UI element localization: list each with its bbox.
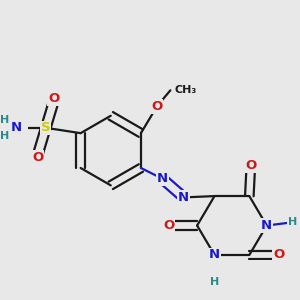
Text: N: N (209, 248, 220, 262)
Text: N: N (11, 121, 22, 134)
Text: O: O (48, 92, 59, 105)
Text: H: H (287, 217, 297, 226)
Text: O: O (245, 159, 256, 172)
Text: O: O (32, 151, 44, 164)
Text: O: O (164, 219, 175, 232)
Text: H: H (0, 115, 9, 125)
Text: N: N (157, 172, 168, 185)
Text: CH₃: CH₃ (174, 85, 196, 95)
Text: H: H (210, 277, 219, 287)
Text: S: S (41, 121, 51, 134)
Text: O: O (273, 248, 284, 262)
Text: O: O (151, 100, 163, 113)
Text: N: N (261, 219, 272, 232)
Text: N: N (178, 191, 189, 204)
Text: H: H (0, 131, 9, 141)
